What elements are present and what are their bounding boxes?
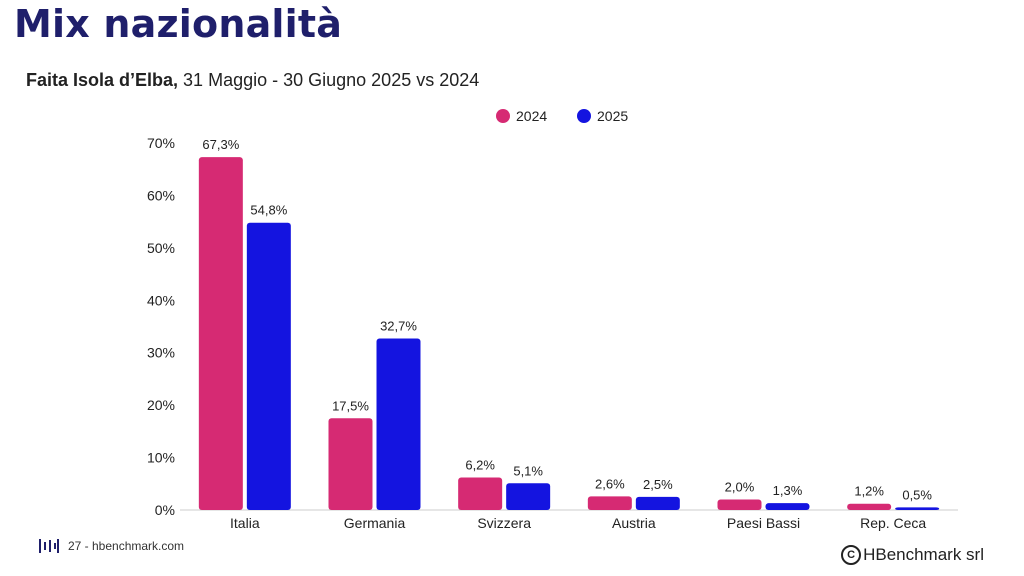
data-label: 2,6% — [595, 476, 625, 491]
bar-2024 — [458, 477, 503, 510]
hbenchmark-logo-icon — [38, 537, 60, 555]
bar-2024 — [717, 499, 762, 510]
data-label: 32,7% — [380, 319, 417, 334]
data-label: 54,8% — [250, 203, 287, 218]
legend-marker-2024 — [496, 109, 510, 123]
data-label: 2,0% — [725, 480, 755, 495]
subtitle-rest: 31 Maggio - 30 Giugno 2025 vs 2024 — [178, 70, 480, 90]
bar-2025 — [376, 338, 421, 510]
x-tick-label: Rep. Ceca — [860, 515, 926, 531]
chart-subtitle: Faita Isola d’Elba, 31 Maggio - 30 Giugn… — [26, 70, 479, 91]
x-tick-label: Austria — [612, 515, 656, 531]
data-label: 67,3% — [202, 137, 239, 152]
legend-label: 2025 — [597, 108, 628, 124]
data-label: 17,5% — [332, 398, 369, 413]
x-tick-label: Paesi Bassi — [727, 515, 800, 531]
x-tick-label: Svizzera — [477, 515, 531, 531]
y-tick-label: 20% — [147, 397, 175, 413]
data-label: 6,2% — [465, 457, 495, 472]
data-label: 5,1% — [513, 463, 543, 478]
copyright-label: HBenchmark srl — [863, 545, 984, 564]
footer-page: 27 - hbenchmark.com — [38, 537, 184, 555]
bar-2024 — [198, 157, 243, 511]
bar-2025 — [635, 496, 680, 510]
legend-marker-2025 — [577, 109, 591, 123]
y-tick-label: 50% — [147, 240, 175, 256]
y-tick-label: 40% — [147, 292, 175, 308]
y-tick-label: 0% — [155, 502, 175, 518]
y-tick-label: 30% — [147, 345, 175, 361]
page-title: Mix nazionalità — [14, 2, 343, 46]
bar-2024 — [587, 496, 632, 510]
bar-2025 — [765, 503, 810, 510]
subtitle-bold: Faita Isola d’Elba, — [26, 70, 179, 90]
x-tick-label: Italia — [230, 515, 260, 531]
bar-2025 — [506, 483, 551, 510]
footer-page-label: 27 - hbenchmark.com — [68, 539, 185, 553]
data-label: 1,3% — [773, 483, 803, 498]
legend-label: 2024 — [516, 108, 547, 124]
data-label: 1,2% — [854, 484, 884, 499]
bar-2025 — [246, 222, 291, 511]
y-tick-label: 70% — [147, 135, 175, 151]
y-tick-label: 10% — [147, 450, 175, 466]
bar-2024 — [847, 503, 892, 510]
bar-2024 — [328, 418, 373, 510]
copyright-icon: C — [841, 545, 862, 565]
x-tick-label: Germania — [344, 515, 406, 531]
bar-2025 — [895, 507, 940, 510]
y-tick-label: 60% — [147, 187, 175, 203]
data-label: 2,5% — [643, 477, 673, 492]
data-label: 0,5% — [902, 487, 932, 502]
copyright: C HBenchmark srl — [841, 545, 984, 565]
